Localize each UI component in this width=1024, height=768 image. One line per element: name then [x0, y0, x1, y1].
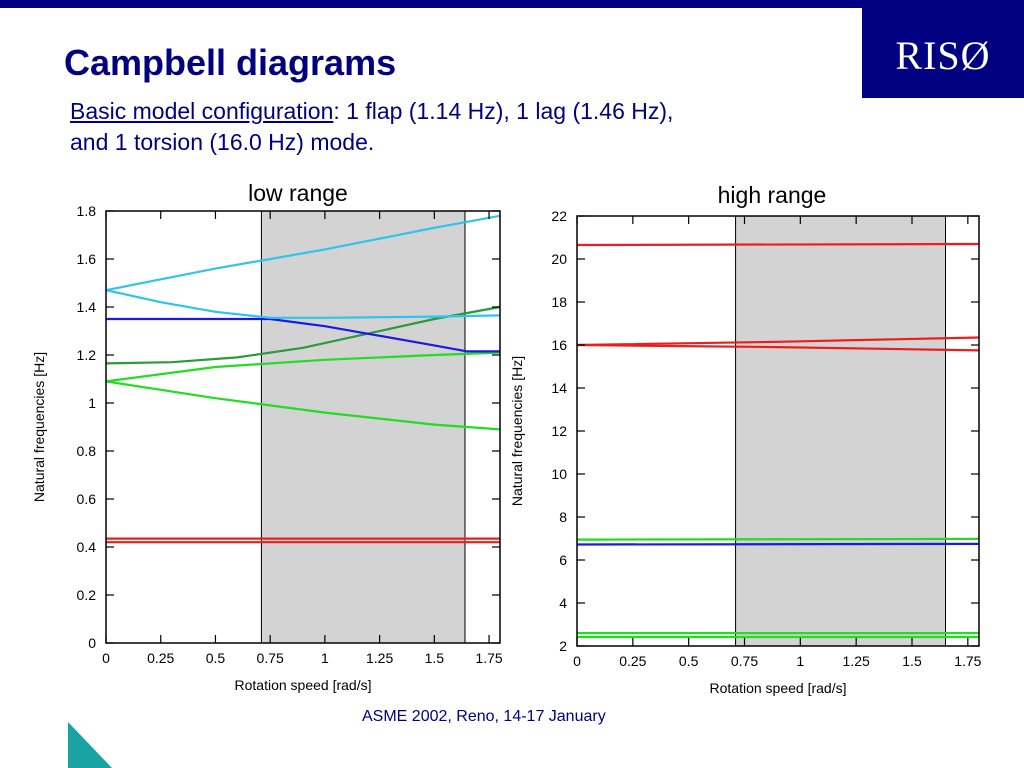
chart-1-series-4-line	[105, 351, 501, 383]
slide-subtitle: Basic model configuration: 1 flap (1.14 …	[70, 96, 850, 158]
chart-1-x-tick-label-1: 0.25	[147, 650, 174, 666]
chart-2-x-tick-label-2: 0.5	[679, 653, 699, 669]
footer-text: ASME 2002, Reno, 14-17 January	[362, 708, 606, 725]
chart-2-y-tick-label-1: 4	[559, 595, 567, 611]
chart-2-y-tick-label-8: 18	[551, 294, 567, 310]
chart-2-x-tick-label-0: 0	[573, 653, 581, 669]
chart-1-x-tick-label-4: 1	[321, 650, 329, 666]
chart-2-series-4-line	[576, 537, 980, 541]
chart-1-series-6-line	[106, 317, 500, 353]
subtitle-line1-rest: : 1 flap (1.14 Hz), 1 lag (1.46 Hz),	[333, 98, 674, 124]
chart-1-x-tick-label-2: 0.5	[206, 650, 226, 666]
chart-2-x-tick-label-1: 0.25	[619, 653, 646, 669]
chart-1-series-5-line	[105, 305, 501, 365]
chart-1-x-tick-label-7: 1.75	[475, 650, 502, 666]
chart-2-y-tick-label-7: 16	[551, 337, 567, 353]
logo-text: RISØ	[895, 33, 991, 78]
chart-1-y-tick-label-9: 1.8	[77, 203, 97, 219]
chart-2-title: high range	[718, 182, 827, 208]
chart-1-y-tick-label-8: 1.6	[77, 251, 97, 267]
chart-1-series-7-line	[105, 214, 501, 292]
chart-2-y-tick-label-4: 10	[551, 466, 567, 482]
chart-1-x-tick-label-3: 0.75	[257, 650, 284, 666]
corner-triangle-decoration	[68, 722, 112, 768]
chart-2-series-3-line	[576, 343, 980, 352]
chart-1-series-3-line	[105, 380, 501, 431]
chart-1-y-tick-label-4: 0.8	[77, 443, 97, 459]
chart-1-y-tick-label-0: 0	[88, 635, 96, 651]
chart-1-y-tick-label-3: 0.6	[77, 491, 97, 507]
chart-1-y-axis-label: Natural frequencies [Hz]	[31, 352, 47, 502]
chart-1-y-tick-label-2: 0.4	[77, 539, 97, 555]
chart-2-y-tick-label-6: 14	[551, 380, 567, 396]
chart-2-x-tick-label-7: 1.75	[954, 653, 981, 669]
chart-2-shaded-range	[735, 216, 946, 646]
chart-2-y-tick-label-3: 8	[559, 509, 567, 525]
chart-1-y-tick-label-7: 1.4	[77, 299, 97, 315]
chart-2-series-2-line	[576, 336, 980, 347]
chart-2-y-tick-label-2: 6	[559, 552, 567, 568]
chart-1-x-axis-label: Rotation speed [rad/s]	[235, 677, 372, 693]
chart-1-y-tick-label-1: 0.2	[77, 587, 97, 603]
chart-1-x-tick-label-6: 1.5	[425, 650, 445, 666]
chart-2-x-tick-label-5: 1.25	[843, 653, 870, 669]
riso-logo: RISØ	[862, 8, 1024, 98]
top-banner-bar	[0, 0, 1024, 8]
chart-1-x-tick-label-5: 1.25	[366, 650, 393, 666]
chart-1-series-8-line	[105, 289, 501, 319]
slide-title: Campbell diagrams	[64, 42, 397, 83]
subtitle-underlined-part: Basic model configuration	[70, 98, 334, 124]
chart-2-y-tick-label-5: 12	[551, 423, 567, 439]
chart-1-x-tick-label-0: 0	[102, 650, 110, 666]
chart-2-x-axis-label: Rotation speed [rad/s]	[710, 680, 847, 696]
chart-2-series-5-line	[576, 542, 980, 546]
chart-1-y-tick-label-5: 1	[88, 395, 96, 411]
chart-2-y-tick-label-10: 22	[551, 208, 567, 224]
chart-2-y-tick-label-9: 20	[551, 251, 567, 267]
chart-2-x-tick-label-6: 1.5	[902, 653, 922, 669]
chart-1-shaded-range	[261, 211, 465, 643]
chart-2-x-tick-label-3: 0.75	[731, 653, 758, 669]
chart-1-y-tick-label-6: 1.2	[77, 347, 97, 363]
subtitle-line2: and 1 torsion (16.0 Hz) mode.	[70, 129, 375, 155]
chart-1-plot-frame	[105, 210, 501, 644]
chart-1-title: low range	[248, 180, 348, 206]
chart-2-y-axis-label: Natural frequencies [Hz]	[509, 356, 525, 506]
chart-2-x-tick-label-4: 1	[796, 653, 804, 669]
chart-2-series-1-line	[576, 242, 980, 247]
chart-2-y-tick-label-0: 2	[559, 638, 567, 654]
